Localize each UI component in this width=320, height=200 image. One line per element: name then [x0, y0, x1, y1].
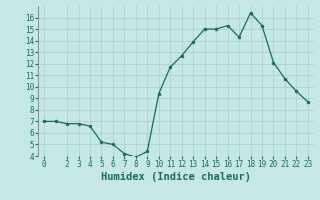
- X-axis label: Humidex (Indice chaleur): Humidex (Indice chaleur): [101, 172, 251, 182]
